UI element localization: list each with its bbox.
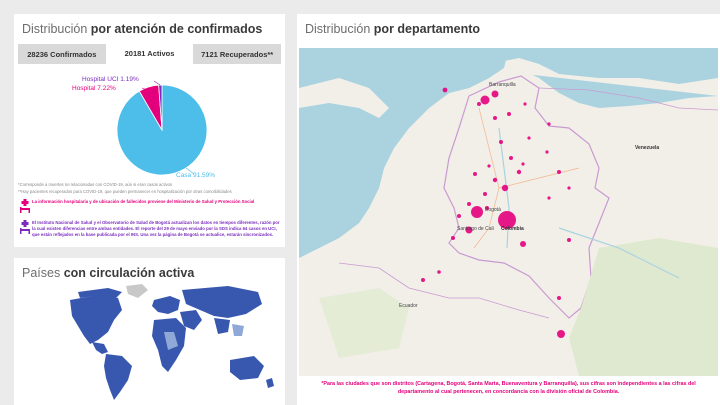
case-marker[interactable] xyxy=(547,122,551,126)
pie-leader-line xyxy=(153,80,161,86)
case-marker[interactable] xyxy=(451,236,455,240)
case-marker[interactable] xyxy=(483,192,487,196)
case-marker[interactable] xyxy=(557,296,561,300)
countries-panel-title: Países con circulación activa xyxy=(22,266,194,280)
case-marker[interactable] xyxy=(477,102,481,106)
case-marker[interactable] xyxy=(471,206,483,218)
case-marker[interactable] xyxy=(520,241,526,247)
case-marker[interactable] xyxy=(545,150,549,154)
case-marker[interactable] xyxy=(547,196,551,200)
case-marker[interactable] xyxy=(492,177,498,183)
map-base xyxy=(299,48,718,376)
info-ministry-text: La información hospitalaria y de ubicaci… xyxy=(32,199,255,204)
info-ins-text: El Instituto Nacional de Salud y el Obse… xyxy=(32,220,280,237)
department-distribution-panel: Distribución por departamento xyxy=(297,14,720,405)
footnote-recovered: **Hay pacientes recuperados para COVID-1… xyxy=(18,189,232,194)
case-marker[interactable] xyxy=(442,87,448,93)
case-marker[interactable] xyxy=(421,278,425,282)
pie-chart xyxy=(116,80,208,176)
map-label-ecuador: Ecuador xyxy=(399,303,418,309)
map-label-cali: Santiago de Cali xyxy=(457,226,494,232)
footnote-deaths: *Corresponde a muertes no relacionadas c… xyxy=(18,182,173,187)
case-marker[interactable] xyxy=(557,170,561,174)
case-marker[interactable] xyxy=(567,238,571,242)
case-marker[interactable] xyxy=(491,90,499,98)
case-marker[interactable] xyxy=(521,162,525,166)
info-row-ministry: La información hospitalaria y de ubicaci… xyxy=(18,199,281,213)
department-panel-title: Distribución por departamento xyxy=(305,22,480,36)
map-label-bogota: Bogotá xyxy=(485,207,501,213)
attention-distribution-panel: Distribución por atención de confirmados… xyxy=(14,14,285,247)
case-marker[interactable] xyxy=(509,156,513,160)
tab-confirmados[interactable]: 28236 Confirmados xyxy=(18,44,106,64)
map-label-colombia: Colombia xyxy=(501,226,524,232)
map-label-barranquilla: Barranquilla xyxy=(489,82,516,88)
case-marker[interactable] xyxy=(501,184,509,192)
case-marker[interactable] xyxy=(485,206,489,210)
case-marker[interactable] xyxy=(557,330,565,338)
pie-slice-hospital-uci[interactable] xyxy=(158,84,163,131)
countries-title-bold: con circulación activa xyxy=(63,266,195,280)
active-countries-panel: Países con circulación activa xyxy=(14,258,285,405)
status-tabs: 28236 Confirmados 20181 Activos 7121 Rec… xyxy=(18,44,282,64)
pie-chart-area: Hospital UCI 1.19% Hospital 7.22% Casa 9… xyxy=(14,68,285,190)
tab-recuperados[interactable]: 7121 Recuperados** xyxy=(193,44,282,64)
hospital-bed-icon xyxy=(18,220,32,234)
pie-label-casa: Casa 91.59% xyxy=(176,172,216,179)
pie-leader-line xyxy=(185,167,195,175)
case-marker[interactable] xyxy=(507,112,511,116)
attention-title-bold: por atención de confirmados xyxy=(90,22,263,36)
tab-activos[interactable]: 20181 Activos xyxy=(105,44,194,64)
case-marker[interactable] xyxy=(527,136,531,140)
pie-leader-line xyxy=(141,87,153,93)
info-row-ins: El Instituto Nacional de Salud y el Obse… xyxy=(18,220,281,237)
world-map[interactable] xyxy=(18,280,281,403)
case-marker[interactable] xyxy=(567,186,571,190)
case-marker[interactable] xyxy=(499,140,503,144)
case-marker[interactable] xyxy=(437,270,441,274)
map-footnote: *Para las ciudades que son distritos (Ca… xyxy=(321,381,696,396)
department-title-bold: por departamento xyxy=(373,22,481,36)
department-title-normal: Distribución xyxy=(305,22,371,36)
pie-label-uci: Hospital UCI 1.19% xyxy=(82,76,139,83)
map-label-venezuela: Venezuela xyxy=(635,145,660,151)
case-marker[interactable] xyxy=(487,164,491,168)
attention-title-normal: Distribución xyxy=(22,22,88,36)
case-marker[interactable] xyxy=(480,95,490,105)
countries-title-normal: Países xyxy=(22,266,61,280)
case-marker[interactable] xyxy=(473,172,477,176)
case-marker[interactable] xyxy=(457,214,461,218)
hospital-bed-icon xyxy=(18,199,32,213)
case-marker[interactable] xyxy=(523,102,527,106)
case-marker[interactable] xyxy=(465,226,473,234)
case-marker[interactable] xyxy=(498,211,516,229)
pie-label-hospital: Hospital 7.22% xyxy=(72,85,116,92)
colombia-map[interactable]: Barranquilla Venezuela Colombia Bogotá S… xyxy=(299,48,718,376)
case-marker[interactable] xyxy=(516,169,522,175)
case-marker[interactable] xyxy=(493,116,497,120)
attention-panel-title: Distribución por atención de confirmados xyxy=(22,22,262,36)
case-marker[interactable] xyxy=(467,202,471,206)
